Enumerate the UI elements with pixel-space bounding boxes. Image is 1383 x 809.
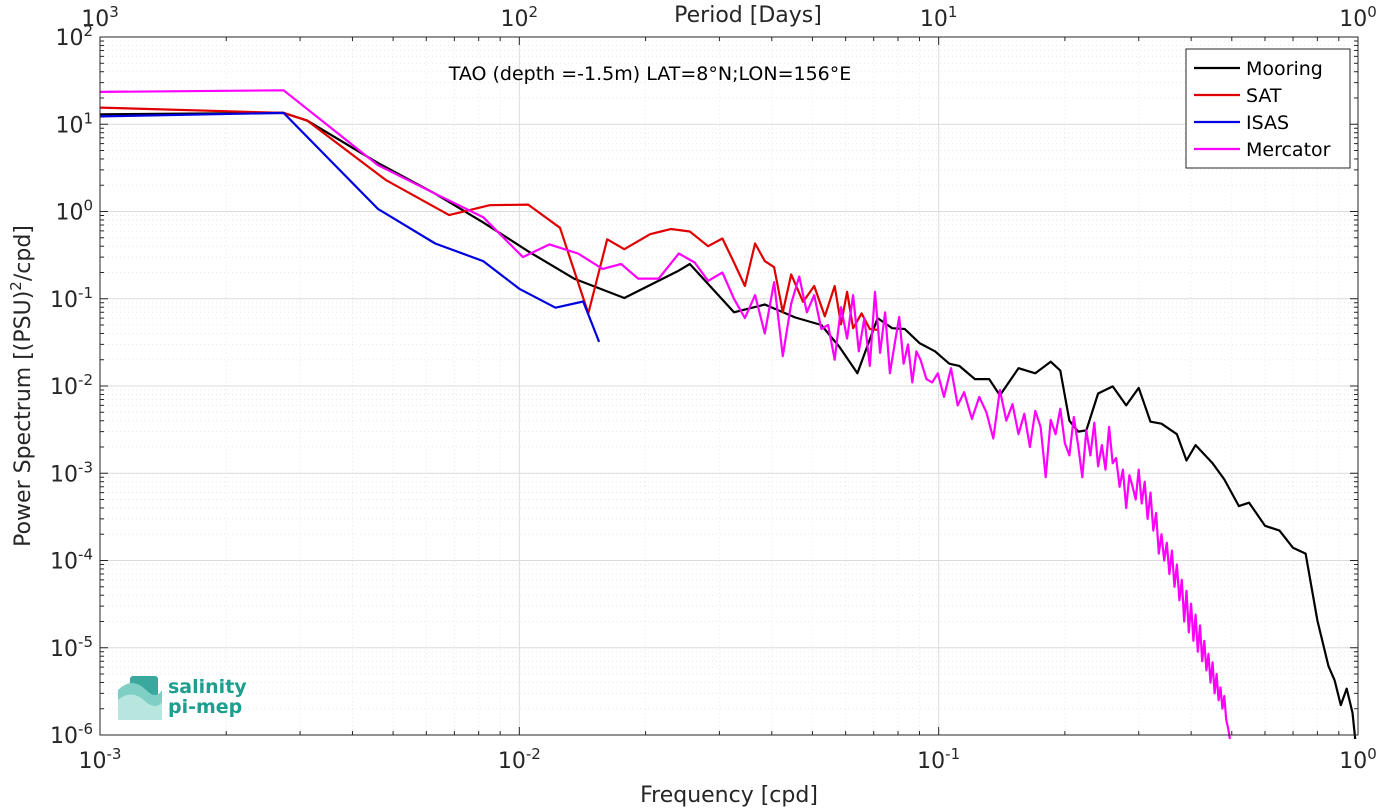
salinity-pi-mep-logo: salinity pi-mep: [118, 676, 247, 720]
series-line-isas: [99, 111, 601, 343]
major-grid: [99, 37, 1358, 736]
y-axis-label-unit: /cpd]: [11, 225, 36, 281]
y-tick-label: 100: [55, 197, 93, 226]
series-line-sat: [99, 106, 878, 331]
y-axis-label-exponent: 2: [7, 281, 25, 291]
chart-title: TAO (depth =-1.5m) LAT=8°N;LON=156°E: [448, 63, 852, 85]
y-tick-label: 10-6: [50, 720, 93, 749]
x2-tick-label: 102: [501, 3, 539, 32]
logo-text-line1: salinity: [168, 676, 247, 698]
legend: Mooring SAT ISAS Mercator: [1185, 48, 1351, 169]
y-axis-label-main: Power Spectrum [(PSU): [11, 291, 36, 547]
y-tick-label: 10-2: [50, 371, 93, 400]
series-line-mercator: [99, 89, 1231, 740]
y-tick-label: 10-1: [50, 284, 93, 313]
x-tick-label: 100: [1339, 745, 1377, 774]
y-tick-label: 101: [55, 109, 93, 138]
logo-wave-icon: [118, 676, 162, 720]
legend-label-isas: ISAS: [1246, 112, 1289, 134]
legend-label-mercator: Mercator: [1246, 139, 1331, 161]
x2-tick-label: 101: [920, 3, 958, 32]
legend-label-mooring: Mooring: [1246, 58, 1323, 80]
y-tick-label: 10-3: [50, 458, 93, 487]
x2-axis-label: Period [Days]: [674, 3, 822, 28]
legend-label-sat: SAT: [1246, 85, 1282, 107]
x-tick-label: 10-3: [79, 745, 122, 774]
y-axis-label: Power Spectrum [(PSU)2/cpd]: [7, 225, 36, 547]
x2-tick-label: 103: [81, 3, 119, 32]
x-tick-label: 10-2: [498, 745, 541, 774]
x-axis-label: Frequency [cpd]: [640, 783, 818, 808]
series-layer: [99, 89, 1357, 740]
y-tick-label: 102: [55, 22, 93, 51]
y-tick-label: 10-5: [50, 633, 93, 662]
x2-tick-label: 100: [1339, 3, 1377, 32]
logo-text-line2: pi-mep: [168, 696, 242, 718]
axis-ticks: [99, 36, 1359, 736]
y-tick-label: 10-4: [50, 546, 93, 575]
series-line-mooring: [99, 111, 1357, 740]
x-tick-label: 10-1: [917, 745, 960, 774]
